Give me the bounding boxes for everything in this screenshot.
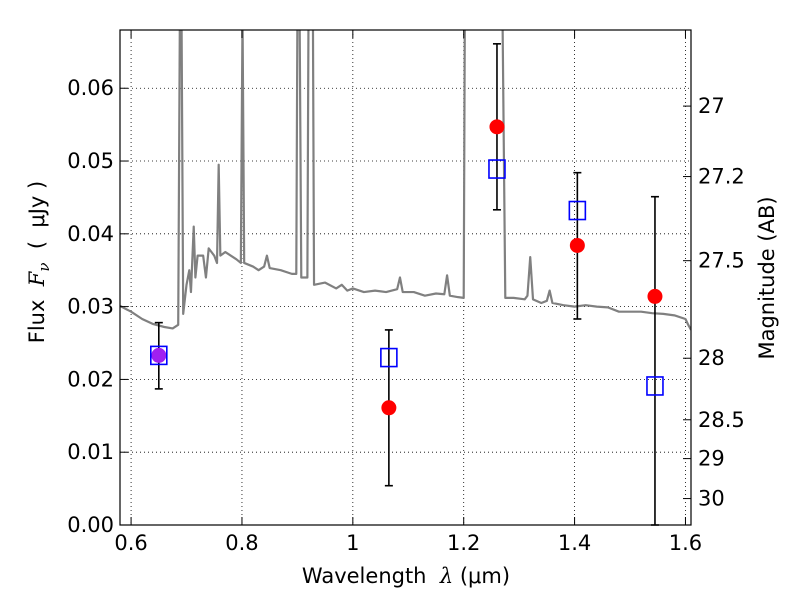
- model-band-point: [150, 345, 168, 366]
- x-axis-title-post: (μm): [453, 564, 510, 588]
- y2-tick-label: 30: [698, 487, 725, 511]
- y2-tick-label: 28: [698, 346, 725, 370]
- grid-lines: [120, 30, 691, 526]
- observed-point: [569, 237, 585, 253]
- model-band-point: [646, 376, 664, 396]
- observed-point: [489, 119, 505, 135]
- observed-points: [151, 119, 663, 416]
- y-tick-label: 0.03: [67, 295, 114, 319]
- x-axis-ticks: 0.6 0.8 1 1.2 1.4 1.6: [114, 30, 702, 555]
- observed-point: [647, 288, 663, 304]
- y-axis-ticks: 0.00 0.01 0.02 0.03 0.04 0.05 0.06: [67, 76, 128, 537]
- y-axis-title: Flux Fν ( μJy ): [25, 181, 53, 343]
- y2-tick-label: 29: [698, 447, 725, 471]
- y2-axis-title: Magnitude (AB): [755, 196, 779, 359]
- model-band-point: [488, 159, 506, 179]
- observed-point: [381, 400, 397, 416]
- y-tick-label: 0.05: [67, 149, 114, 173]
- y-tick-label: 0.00: [67, 513, 114, 537]
- y-axis-nu-subscript: ν: [35, 263, 53, 272]
- y2-tick-label: 27.5: [698, 249, 745, 273]
- plot-frame: [119, 29, 692, 526]
- x-tick-label: 0.6: [114, 531, 147, 555]
- y2-axis-ticks: 27 27.2 27.5 28 28.5 29 30: [683, 94, 745, 511]
- y2-tick-label: 28.5: [698, 408, 745, 432]
- y-tick-label: 0.04: [67, 222, 114, 246]
- y2-tick-label: 27: [698, 94, 725, 118]
- y-tick-label: 0.06: [67, 76, 114, 100]
- x-tick-label: 1.4: [558, 531, 591, 555]
- x-tick-label: 1: [346, 531, 359, 555]
- y-axis-title-post: ( μJy ): [25, 181, 49, 263]
- y-tick-label: 0.02: [67, 367, 114, 391]
- observed-point: [151, 347, 167, 363]
- y-axis-title-pre: Flux: [25, 286, 49, 343]
- model-band-point: [380, 347, 398, 368]
- x-axis-title-pre: Wavelength: [302, 564, 440, 588]
- plot-background: [120, 30, 691, 525]
- model-band-point: [568, 200, 587, 221]
- y-tick-label: 0.01: [67, 440, 114, 464]
- y-axis-flux-symbol: F: [25, 270, 49, 287]
- model-band-points: [150, 159, 664, 396]
- x-axis-title: Wavelength λ (μm): [302, 564, 510, 588]
- y2-tick-label: 27.2: [698, 165, 745, 189]
- x-tick-label: 1.2: [447, 531, 480, 555]
- model-spectrum-layer: [120, 30, 691, 331]
- x-axis-lambda: λ: [439, 564, 453, 588]
- model-spectrum-line: [120, 30, 691, 331]
- x-tick-label: 1.6: [669, 531, 702, 555]
- x-tick-label: 0.8: [225, 531, 258, 555]
